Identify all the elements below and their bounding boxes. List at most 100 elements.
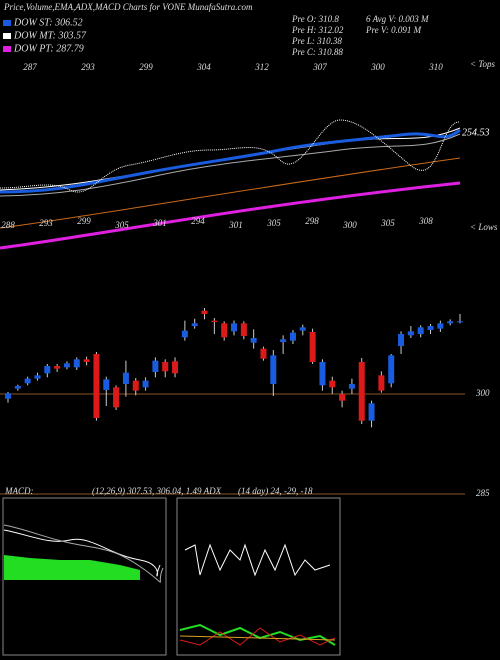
legend-entry: DOW MT: 303.57 — [13, 30, 87, 41]
date-label: 305 — [380, 218, 395, 228]
date-label: 294 — [191, 216, 205, 226]
date-label: 301 — [228, 220, 243, 230]
candle-body — [309, 332, 316, 362]
candle-body — [172, 361, 179, 374]
legend-entry: DOW PT: 287.79 — [13, 43, 84, 54]
candle-body — [270, 355, 277, 384]
y-tick-label: 285 — [476, 488, 490, 498]
candle-body — [417, 327, 424, 334]
macd-panel — [2, 497, 167, 656]
candle-body — [201, 310, 208, 314]
candle-body — [427, 326, 434, 330]
signal-line — [3, 524, 164, 583]
candle-body — [329, 380, 336, 388]
minus-di — [179, 627, 336, 646]
candle-body — [368, 403, 375, 421]
candle-body — [457, 321, 463, 323]
date-label: 301 — [152, 218, 167, 228]
macd-line — [3, 529, 161, 577]
legend-entry: DOW ST: 306.52 — [13, 17, 83, 28]
plot: 300 285 — [0, 308, 490, 498]
candle-body — [162, 362, 169, 372]
date-label: 304 — [196, 62, 211, 72]
date-label: 310 — [428, 62, 443, 72]
info-text: Pre C: 310.88 — [291, 47, 343, 57]
candle-body — [132, 380, 139, 391]
candle-body — [388, 355, 395, 384]
adx-line — [184, 543, 331, 577]
legend: DOW ST: 306.52 DOW MT: 303.57 DOW PT: 28… — [3, 17, 87, 54]
ema-label: 254.53 — [462, 127, 490, 138]
date-label: 308 — [418, 216, 433, 226]
info-text: Pre L: 310.38 — [291, 36, 342, 46]
date-label: 298 — [305, 216, 319, 226]
legend-swatch — [3, 46, 11, 52]
legend-swatch — [3, 20, 11, 26]
candle-body — [63, 363, 70, 368]
chart-title: Price,Volume,EMA,ADX,MACD Charts for VON… — [3, 2, 253, 12]
plus-di — [179, 623, 336, 646]
info-text: Pre V: 0.091 M — [365, 25, 422, 35]
date-label: 300 — [370, 62, 385, 72]
date-label: 307 — [312, 62, 327, 72]
candle-body — [24, 378, 31, 384]
candle-body — [240, 323, 247, 336]
candle-body — [407, 331, 414, 336]
adx-level — [179, 635, 336, 641]
legend-swatch — [3, 33, 11, 39]
candle-body — [398, 334, 405, 346]
info-text: Pre O: 310.8 — [291, 14, 339, 24]
lows-label: < Lows — [470, 222, 498, 232]
candle-body — [73, 359, 80, 368]
macd-text: (12,26,9) 307.53, 306.04, 1.49 ADX — [92, 486, 222, 496]
date-label: 312 — [254, 62, 269, 72]
candle-body — [152, 360, 159, 372]
date-label: 293 — [39, 218, 53, 228]
candle-body — [113, 387, 120, 408]
candle-body — [122, 372, 129, 384]
info: Pre O: 310.8 6 Avg V: 0.003 M Pre H: 312… — [291, 14, 429, 57]
candle-body — [348, 384, 355, 389]
candle-body — [289, 332, 296, 341]
adx-panel — [176, 497, 341, 656]
date-label: 305 — [114, 220, 129, 230]
candle-body — [231, 323, 237, 332]
candle-body — [54, 366, 61, 369]
date-label: 287 — [23, 62, 37, 72]
candle-body — [83, 359, 90, 362]
candle-body — [260, 348, 267, 359]
candle-body — [181, 330, 188, 338]
candle-body — [211, 320, 218, 322]
candle-body — [14, 386, 21, 389]
ema-lines — [0, 119, 461, 250]
candle-body — [44, 366, 51, 374]
candle-body — [447, 321, 454, 324]
candle-body — [339, 394, 346, 401]
date-label: 305 — [266, 218, 281, 228]
candle-body — [34, 375, 41, 379]
date-labels: 287 293 299 304 312 307 300 310 288 293 299 305 301 2… — [1, 62, 443, 230]
date-label: 299 — [77, 216, 91, 226]
date-label: 299 — [139, 62, 153, 72]
candle-body — [221, 323, 228, 338]
candle-body — [93, 354, 100, 418]
candle-body — [280, 339, 287, 342]
tops-label: < Tops — [470, 59, 496, 69]
macd-histogram — [4, 555, 140, 580]
y-tick-label: 300 — [475, 388, 490, 398]
candle-body — [5, 393, 11, 399]
candle-body — [250, 338, 257, 343]
candle-body — [191, 323, 198, 326]
candle-body — [142, 380, 149, 388]
candle-body — [319, 362, 326, 386]
candle-body — [437, 323, 444, 329]
candle-body — [358, 362, 365, 421]
date-label: 300 — [342, 220, 357, 230]
macd-label: MACD: — [4, 486, 34, 496]
candle-body — [378, 375, 385, 391]
date-label: 288 — [1, 220, 15, 230]
adx-text: (14 day) 24, -29, -18 — [238, 486, 313, 496]
date-label: 293 — [81, 62, 95, 72]
candle-body — [299, 327, 306, 331]
